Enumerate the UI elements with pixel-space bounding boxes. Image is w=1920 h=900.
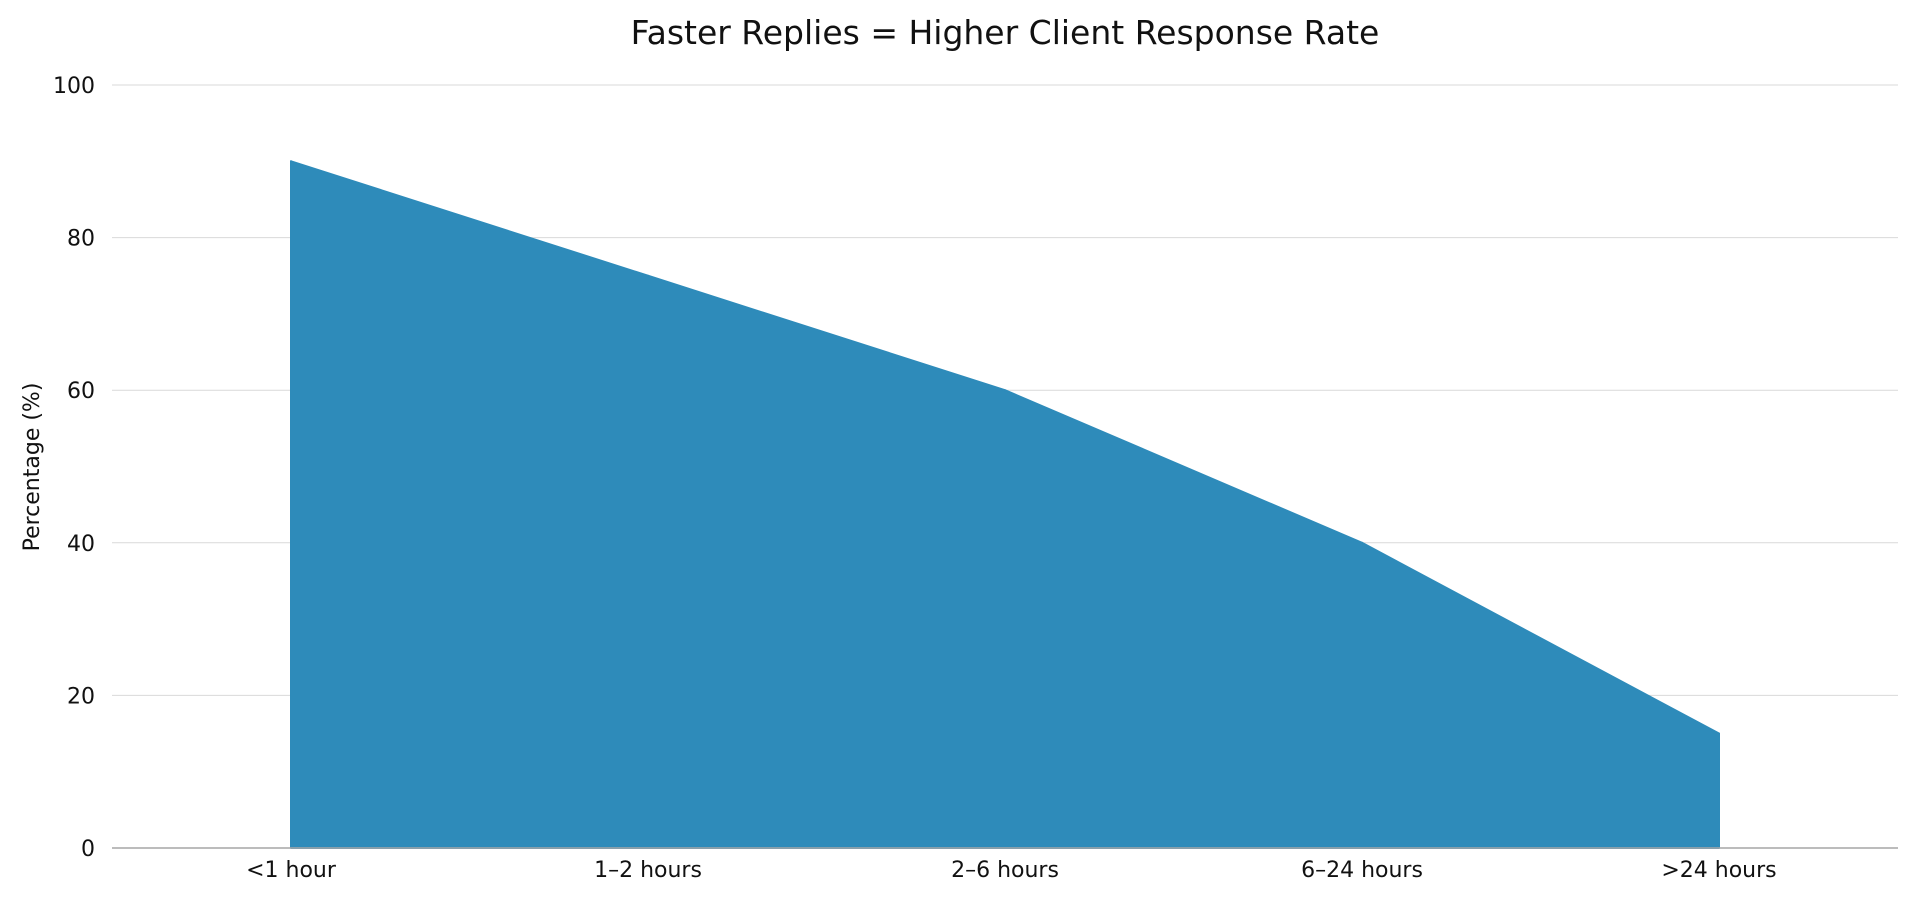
y-tick-labels: 0 20 40 60 80 100 <box>53 74 95 862</box>
data-point <box>1004 389 1006 392</box>
x-tick-label: 6–24 hours <box>1301 858 1423 883</box>
y-tick-label: 60 <box>67 379 95 404</box>
area-series <box>290 160 1720 849</box>
chart-title: Faster Replies = Higher Client Response … <box>631 13 1380 52</box>
x-tick-label: >24 hours <box>1661 858 1776 883</box>
y-tick-label: 0 <box>81 837 95 862</box>
data-point <box>1361 541 1363 544</box>
x-tick-label: 2–6 hours <box>951 858 1059 883</box>
y-tick-label: 40 <box>67 532 95 557</box>
y-axis-label: Percentage (%) <box>20 383 45 552</box>
y-tick-label: 80 <box>67 227 95 252</box>
data-point <box>1718 732 1720 735</box>
y-tick-label: 20 <box>67 684 95 709</box>
x-tick-label: 1–2 hours <box>594 858 702 883</box>
x-tick-labels: <1 hour 1–2 hours 2–6 hours 6–24 hours >24 h… <box>246 858 1777 883</box>
data-point <box>647 274 649 277</box>
area-fill <box>290 160 1720 849</box>
y-tick-label: 100 <box>53 74 95 99</box>
x-tick-label: <1 hour <box>246 858 337 883</box>
data-point <box>290 160 292 163</box>
